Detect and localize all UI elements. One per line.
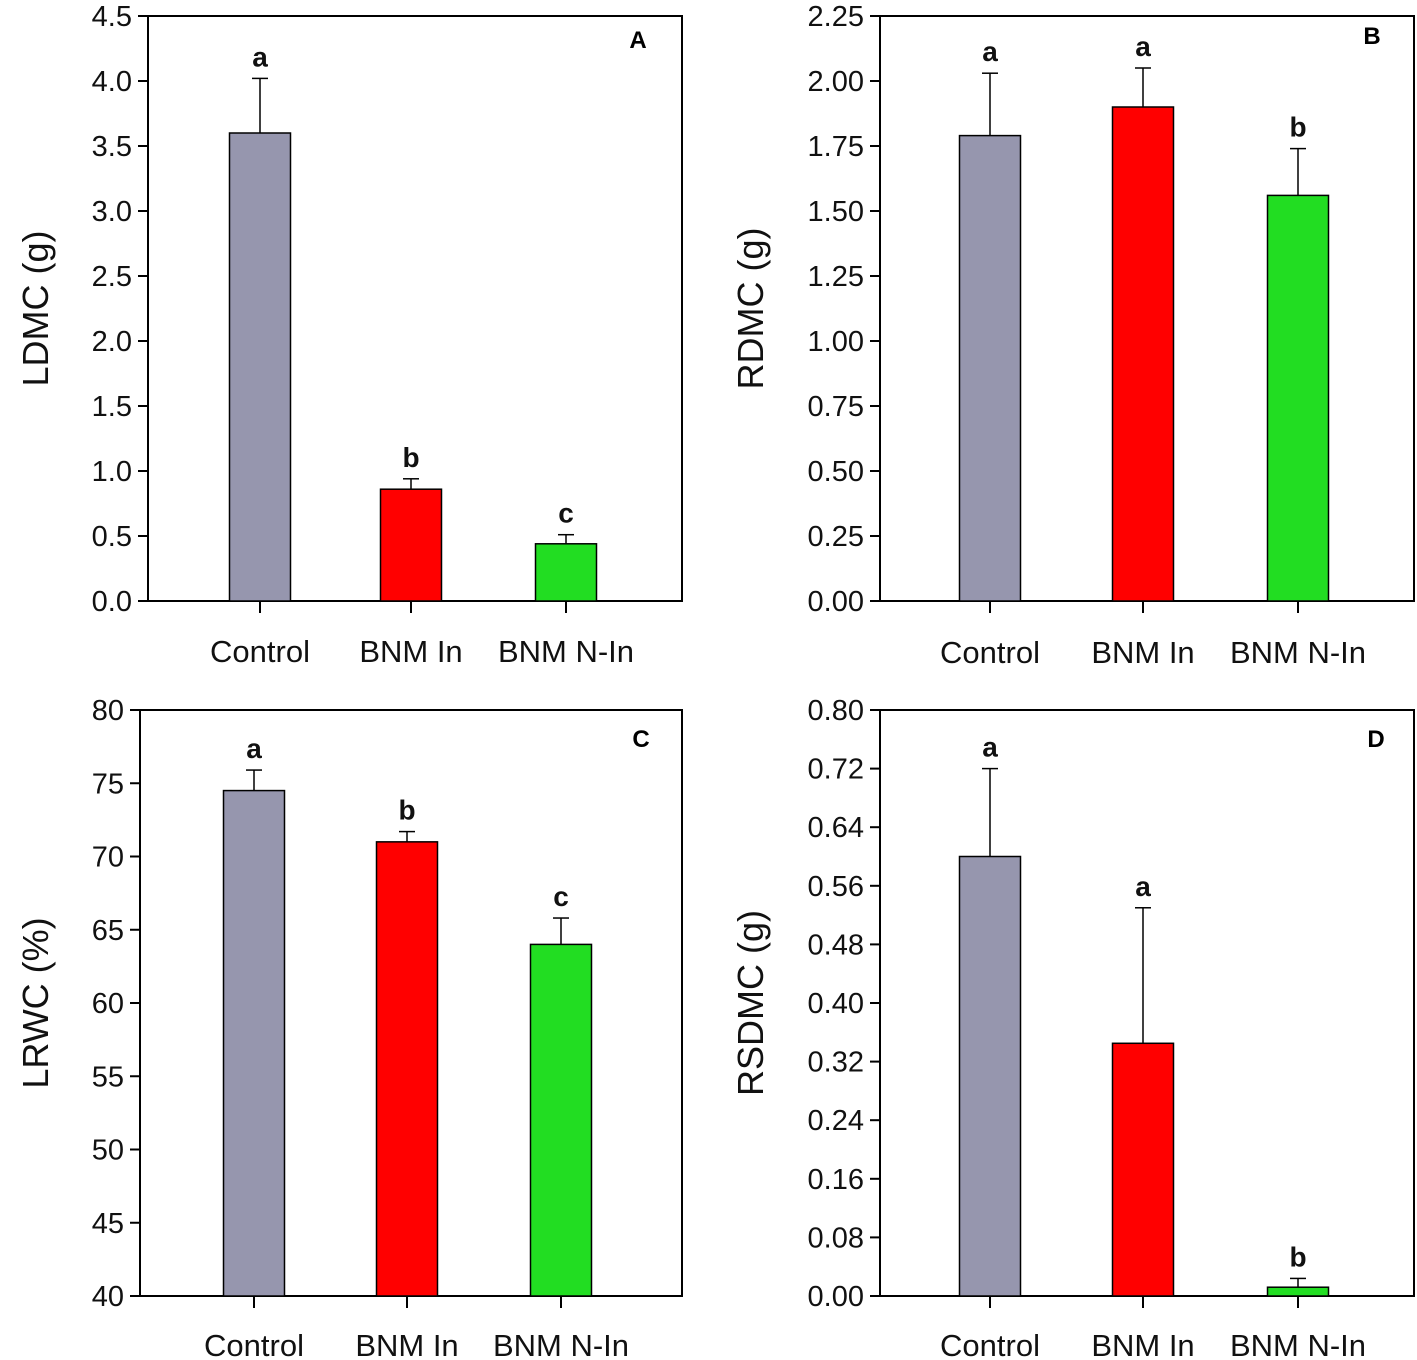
bar-control: [958, 134, 1022, 602]
panel-label: C: [632, 726, 649, 753]
panel-label: D: [1367, 726, 1384, 753]
y-tick-label: 2.5: [92, 261, 132, 293]
y-tick-label: 40: [92, 1281, 124, 1313]
y-tick-label: 55: [92, 1061, 124, 1093]
x-category-label: Control: [940, 635, 1040, 670]
y-tick-label: 2.25: [808, 1, 864, 33]
x-category-label: Control: [210, 634, 310, 669]
chart-panel-b: 0.00 0.25 0.50 0.75 1.00 1.25 1.50 1.75 2.00 2.25…: [730, 1, 1415, 670]
bar-control: [222, 789, 286, 1297]
significance-letter: a: [246, 733, 262, 764]
bar-bnm-in: [375, 841, 439, 1297]
y-tick-label: 0.64: [808, 812, 864, 844]
bar-control: [228, 132, 292, 602]
bar-bnm-in: [1111, 106, 1175, 602]
y-tick-label: 3.0: [92, 196, 132, 228]
y-tick-label: 60: [92, 988, 124, 1020]
y-tick-label: 0.0: [92, 586, 132, 618]
significance-letter: a: [982, 732, 998, 763]
significance-letter: b: [1289, 112, 1306, 143]
significance-letter: a: [1135, 871, 1151, 902]
significance-letter: a: [252, 41, 268, 72]
chart-panel-d: 0.00 0.08 0.16 0.24 0.32 0.40 0.48 0.56 0.64 0.72…: [730, 695, 1415, 1360]
x-category-label: BNM In: [359, 634, 462, 669]
y-tick-label: 45: [92, 1208, 124, 1240]
chart-panel-a: 0.0 0.5 1.0 1.5 2.0 2.5 3.0 3.5 4.0 4.5 LDMC (g) Aa…: [15, 1, 683, 669]
bar-bnm-n-in: [534, 543, 598, 602]
y-tick-label: 0.75: [808, 391, 864, 423]
x-category-label: Control: [204, 1328, 304, 1360]
y-tick-label: 3.5: [92, 131, 132, 163]
significance-letter: b: [398, 795, 415, 826]
y-tick-label: 0.25: [808, 521, 864, 553]
y-tick-label: 70: [92, 842, 124, 874]
y-tick-label: 0.40: [808, 988, 864, 1020]
x-category-label: BNM In: [1091, 1328, 1194, 1360]
y-tick-label: 1.0: [92, 456, 132, 488]
y-tick-label: 1.75: [808, 131, 864, 163]
y-tick-label: 0.00: [808, 586, 864, 618]
x-category-label: BNM In: [355, 1328, 458, 1360]
significance-letter: a: [982, 36, 998, 67]
y-tick-label: 0.24: [808, 1105, 864, 1137]
y-tick-label: 0.08: [808, 1222, 864, 1254]
y-tick-label: 0.48: [808, 929, 864, 961]
y-tick-label: 0.32: [808, 1047, 864, 1079]
y-tick-label: 0.5: [92, 521, 132, 553]
x-category-label: BNM N-In: [1230, 635, 1366, 670]
y-tick-label: 80: [92, 695, 124, 727]
panel-label: A: [629, 27, 646, 54]
bar-bnm-n-in: [1266, 194, 1330, 602]
y-tick-label: 0.50: [808, 456, 864, 488]
significance-letter: c: [558, 498, 574, 529]
bar-bnm-in: [379, 488, 443, 602]
y-tick-label: 75: [92, 768, 124, 800]
y-axis-title: LDMC (g): [15, 230, 56, 386]
y-tick-label: 0.72: [808, 754, 864, 786]
bar-bnm-n-in: [529, 943, 593, 1297]
y-tick-label: 4.0: [92, 66, 132, 98]
y-tick-label: 1.50: [808, 196, 864, 228]
y-tick-label: 0.00: [808, 1281, 864, 1313]
bar-control: [958, 855, 1022, 1297]
bar-bnm-n-in: [1266, 1286, 1330, 1297]
y-axis-title: RSDMC (g): [730, 910, 771, 1096]
y-tick-label: 2.0: [92, 326, 132, 358]
significance-letter: a: [1135, 31, 1151, 62]
y-tick-label: 4.5: [92, 1, 132, 33]
y-tick-label: 1.00: [808, 326, 864, 358]
y-tick-label: 1.5: [92, 391, 132, 423]
chart-panel-c: 40 45 50 55 60 65 70 75 80 LRWC (%) Ca Control b BNM …: [15, 695, 683, 1360]
y-axis-title: RDMC (g): [730, 228, 771, 390]
y-axis-title: LRWC (%): [15, 917, 56, 1088]
y-tick-label: 65: [92, 915, 124, 947]
y-tick-label: 1.25: [808, 261, 864, 293]
x-category-label: BNM N-In: [1230, 1328, 1366, 1360]
panel-label: B: [1363, 23, 1380, 50]
y-tick-label: 0.16: [808, 1164, 864, 1196]
significance-letter: b: [1289, 1241, 1306, 1272]
y-tick-label: 0.56: [808, 871, 864, 903]
y-tick-label: 0.80: [808, 695, 864, 727]
bar-bnm-in: [1111, 1042, 1175, 1297]
y-tick-label: 50: [92, 1135, 124, 1167]
x-category-label: BNM In: [1091, 635, 1194, 670]
x-category-label: BNM N-In: [498, 634, 634, 669]
x-category-label: Control: [940, 1328, 1040, 1360]
significance-letter: b: [402, 442, 419, 473]
y-tick-label: 2.00: [808, 66, 864, 98]
x-category-label: BNM N-In: [493, 1328, 629, 1360]
significance-letter: c: [553, 881, 569, 912]
